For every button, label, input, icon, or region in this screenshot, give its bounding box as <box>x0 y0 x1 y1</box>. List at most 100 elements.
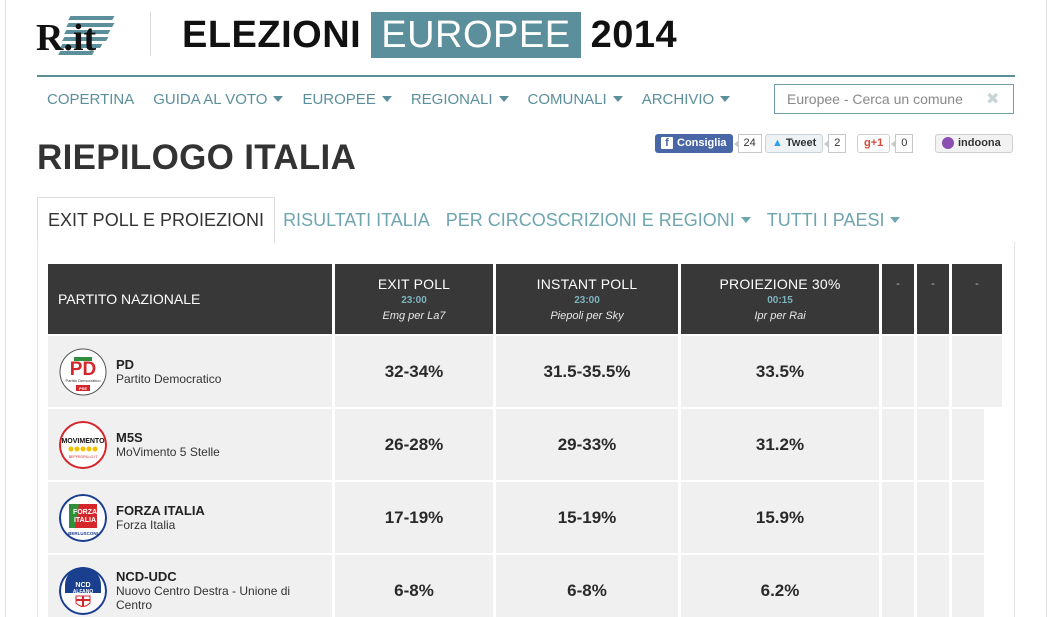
empty-cell <box>917 482 949 553</box>
proiezione-value: 31.2% <box>681 409 879 480</box>
party-name: Forza Italia <box>116 517 176 532</box>
logo-separator <box>150 12 151 56</box>
exit-poll-value: 26-28% <box>335 409 493 480</box>
forza-italia-logo: FORZA ITALIA BERLUSCONI <box>59 493 107 542</box>
tab-exit-poll[interactable]: EXIT POLL E PROIEZIONI <box>37 197 276 243</box>
page-frame <box>5 0 1047 617</box>
logo-text: R.it <box>36 17 97 59</box>
caret-down-icon <box>890 217 901 223</box>
header-exit-poll[interactable]: EXIT POLL 23:00 Emg per La7 <box>335 264 493 334</box>
party-name: Partito Democratico <box>116 371 222 386</box>
party-abbr: M5S <box>116 429 143 445</box>
empty-cell <box>882 482 914 553</box>
facebook-icon: f <box>661 137 673 149</box>
twitter-count: 2 <box>824 133 847 153</box>
empty-cell <box>917 555 949 617</box>
instant-poll-value: 31.5-35.5% <box>496 336 678 407</box>
exit-poll-value: 32-34% <box>335 336 493 407</box>
main-nav: COPERTINA GUIDA AL VOTO EUROPEE REGIONAL… <box>47 88 749 110</box>
svg-text:FORZA: FORZA <box>73 509 97 516</box>
svg-text:ALFANO: ALFANO <box>73 589 94 595</box>
facebook-share: f Consiglia 24 <box>655 133 762 153</box>
caret-down-icon <box>273 96 284 102</box>
title-europee: EUROPEE <box>371 12 581 58</box>
twitter-icon: ▲ <box>772 137 783 149</box>
repubblica-logo[interactable]: R.it <box>36 10 126 62</box>
empty-cell <box>917 336 949 407</box>
header-empty-2: - <box>917 264 949 334</box>
search-input[interactable] <box>775 91 980 107</box>
clear-icon[interactable]: ✖ <box>986 91 1000 108</box>
header-empty-3: - <box>952 264 1002 334</box>
header-instant-poll[interactable]: INSTANT POLL 23:00 Piepoli per Sky <box>496 264 678 334</box>
empty-cell <box>882 409 914 480</box>
empty-cell <box>952 555 984 617</box>
caret-down-icon <box>381 96 392 102</box>
page-title: RIEPILOGO ITALIA <box>37 138 357 177</box>
header-proiezione[interactable]: PROIEZIONE 30% 00:15 Ipr per Rai <box>681 264 879 334</box>
search-box: ✖ <box>774 84 1014 114</box>
proiezione-value: 6.2% <box>681 555 879 617</box>
tab-panel <box>37 242 1015 617</box>
indoona-share: indoona <box>935 133 1013 153</box>
party-abbr: PD <box>116 356 135 372</box>
gplus-share: g+1 0 <box>857 133 914 153</box>
twitter-share: ▲ Tweet 2 <box>765 133 847 153</box>
party-cell[interactable]: PD Partito Democratico PSE PD Partito De… <box>48 336 332 407</box>
nav-comunali[interactable]: COMUNALI <box>528 88 623 110</box>
title-year: 2014 <box>590 13 678 56</box>
title-elezioni: ELEZIONI <box>182 13 362 56</box>
header-party: PARTITO NAZIONALE <box>48 264 332 334</box>
caret-down-icon <box>740 217 751 223</box>
header-rule <box>37 75 1015 77</box>
party-abbr: NCD-UDC <box>116 568 177 584</box>
tab-tutti-i-paesi[interactable]: TUTTI I PAESI <box>759 197 909 243</box>
party-cell[interactable]: FORZA ITALIA BERLUSCONI FORZA ITALIA For… <box>48 482 332 553</box>
tab-circoscrizioni[interactable]: PER CIRCOSCRIZIONI E REGIONI <box>438 197 759 243</box>
party-name: MoVimento 5 Stelle <box>116 444 220 459</box>
page-header-title: ELEZIONI EUROPEE 2014 <box>182 12 677 58</box>
empty-cell <box>882 336 914 407</box>
facebook-like-button[interactable]: f Consiglia <box>655 133 733 153</box>
tab-risultati-italia[interactable]: RISULTATI ITALIA <box>283 209 430 230</box>
m5s-logo: MOVIMENTO BEPPEGRILLO.IT <box>59 420 107 469</box>
svg-text:BERLUSCONI: BERLUSCONI <box>68 531 98 536</box>
svg-text:PSE: PSE <box>79 386 87 391</box>
svg-text:BEPPEGRILLO.IT: BEPPEGRILLO.IT <box>69 455 98 459</box>
party-abbr: FORZA ITALIA <box>116 502 205 518</box>
svg-text:MOVIMENTO: MOVIMENTO <box>61 438 105 445</box>
party-name: Nuovo Centro Destra - Unione di Centro <box>116 583 291 612</box>
svg-text:ITALIA: ITALIA <box>74 517 96 524</box>
proiezione-value: 15.9% <box>681 482 879 553</box>
caret-down-icon <box>612 96 623 102</box>
svg-text:PD: PD <box>70 359 96 380</box>
empty-cell <box>917 409 949 480</box>
indoona-button[interactable]: indoona <box>935 133 1013 153</box>
gplus-button[interactable]: g+1 <box>857 133 891 153</box>
result-tabs: EXIT POLL E PROIEZIONI RISULTATI ITALIA … <box>37 197 908 243</box>
empty-cell <box>882 555 914 617</box>
instant-poll-value: 15-19% <box>496 482 678 553</box>
indoona-icon <box>942 137 954 149</box>
nav-guida-al-voto[interactable]: GUIDA AL VOTO <box>153 88 284 110</box>
caret-down-icon <box>498 96 509 102</box>
nav-regionali[interactable]: REGIONALI <box>411 88 509 110</box>
header-empty-1: - <box>882 264 914 334</box>
exit-poll-value: 6-8% <box>335 555 493 617</box>
party-cell[interactable]: MOVIMENTO BEPPEGRILLO.IT M5S MoVimento 5… <box>48 409 332 480</box>
nav-archivio[interactable]: ARCHIVIO <box>642 88 731 110</box>
facebook-count: 24 <box>733 133 762 153</box>
caret-down-icon <box>720 96 731 102</box>
nav-copertina[interactable]: COPERTINA <box>47 90 135 108</box>
party-cell[interactable]: NCD ALFANO NCD-UDC Nuovo Centro Destra -… <box>48 555 332 617</box>
tweet-button[interactable]: ▲ Tweet <box>765 133 824 153</box>
gplus-count: 0 <box>891 133 914 153</box>
instant-poll-value: 29-33% <box>496 409 678 480</box>
ncd-udc-logo: NCD ALFANO <box>59 566 107 615</box>
empty-cell <box>952 482 984 553</box>
empty-cell <box>952 336 1002 407</box>
nav-europee[interactable]: EUROPEE <box>302 88 392 110</box>
exit-poll-value: 17-19% <box>335 482 493 553</box>
pd-logo: PD Partito Democratico PSE <box>59 348 107 396</box>
instant-poll-value: 6-8% <box>496 555 678 617</box>
